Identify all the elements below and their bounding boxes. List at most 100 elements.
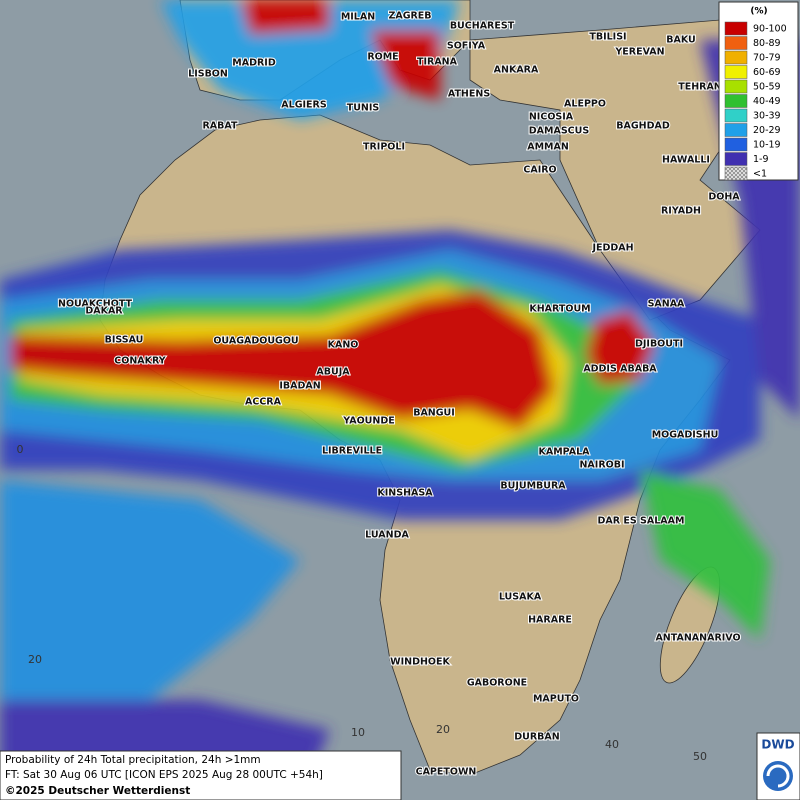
city-label: DAMASCUS — [529, 126, 590, 137]
city-label: ALGIERS — [281, 100, 327, 111]
legend-label: 30-39 — [753, 111, 781, 122]
city-label: CAIRO — [523, 165, 556, 176]
legend-swatch — [724, 36, 748, 50]
legend-label: 80-89 — [753, 38, 781, 49]
city-label: KHARTOUM — [529, 304, 590, 315]
city-label: LISBON — [188, 69, 228, 80]
city-label: NAIROBI — [579, 460, 624, 471]
city-label: MADRID — [232, 58, 276, 69]
city-label: RIYADH — [661, 206, 701, 217]
legend: (%) 90-100 80-89 70-79 60-69 50-59 40-49 30-39… — [718, 1, 799, 181]
city-label: DJIBOUTI — [635, 339, 683, 350]
legend-label: 1-9 — [753, 154, 769, 165]
city-label: MOGADISHU — [652, 430, 719, 441]
city-label: ACCRA — [245, 397, 282, 408]
legend-swatch — [724, 123, 748, 137]
legend-label: 90-100 — [753, 24, 787, 35]
legend-swatch — [724, 166, 748, 181]
city-label: ANKARA — [494, 65, 539, 76]
legend-label: <1 — [753, 169, 767, 180]
legend-swatch — [724, 137, 748, 152]
city-label: YEREVAN — [614, 47, 664, 58]
footer-title: Probability of 24h Total precipitation, … — [5, 754, 261, 766]
city-label: YAOUNDE — [342, 416, 394, 427]
city-label: ZAGREB — [388, 11, 431, 22]
grid-labels: 10 20 40 50 0 20 — [17, 443, 708, 763]
grid-label: 20 — [436, 723, 450, 736]
city-label: IBADAN — [279, 381, 320, 392]
city-label: SOFIYA — [447, 41, 486, 52]
city-label: DAKAR — [85, 306, 123, 317]
city-label: TBILISI — [589, 32, 626, 43]
legend-label: 10-19 — [753, 140, 781, 151]
city-label: WINDHOEK — [390, 657, 450, 668]
city-label: ABUJA — [316, 367, 350, 378]
city-label: BUJUMBURA — [500, 481, 566, 492]
city-label: NICOSIA — [529, 112, 574, 123]
legend-swatch — [724, 152, 748, 166]
city-label: HARARE — [528, 615, 572, 626]
city-label: DOHA — [708, 192, 740, 203]
city-label: RABAT — [202, 121, 238, 132]
legend-swatch — [724, 50, 748, 65]
city-label: KAMPALA — [538, 447, 590, 458]
city-label: HAWALLI — [662, 155, 710, 166]
logo-swirl — [766, 764, 790, 788]
city-labels: MILAN ZAGREB BUCHAREST SOFIYA TBILISI BAKUYER… — [57, 10, 742, 779]
city-label: MAPUTO — [533, 694, 579, 705]
legend-label: 50-59 — [753, 82, 781, 93]
legend-unit: (%) — [750, 7, 767, 17]
grid-label: 40 — [605, 738, 619, 751]
grid-label: 50 — [693, 750, 707, 763]
city-label: TUNIS — [347, 103, 380, 114]
city-label: TRIPOLI — [363, 142, 405, 153]
logo: DWD — [756, 732, 800, 801]
city-label: ADDIS ABABA — [583, 364, 657, 375]
legend-swatch — [724, 79, 748, 94]
grid-label: 0 — [17, 443, 24, 456]
city-label: ANTANANARIVO — [655, 633, 740, 644]
legend-swatch — [724, 94, 748, 108]
footer-copyright: ©2025 Deutscher Wetterdienst — [5, 785, 190, 797]
city-label: ALEPPO — [564, 99, 606, 110]
city-label: NOUAKCHOTT — [58, 299, 132, 310]
city-label: GABORONE — [467, 678, 527, 689]
city-label: ROME — [367, 52, 398, 63]
city-label: CAPETOWN — [416, 767, 477, 778]
city-label: KINSHASA — [377, 488, 433, 499]
city-label: BANGUI — [413, 408, 455, 419]
city-label: TEHRAN — [678, 82, 722, 93]
footer-time: FT: Sat 30 Aug 06 UTC [ICON EPS 2025 Aug… — [5, 769, 323, 781]
legend-label: 70-79 — [753, 53, 781, 64]
legend-swatch — [724, 21, 748, 36]
city-label: CONAKRY — [114, 356, 166, 367]
city-label: OUAGADOUGOU — [213, 336, 298, 347]
city-label: BISSAU — [105, 335, 144, 346]
city-label: KANO — [328, 340, 359, 351]
grid-label: 20 — [28, 653, 42, 666]
footer: Probability of 24h Total precipitation, … — [0, 750, 402, 801]
legend-swatch — [724, 65, 748, 79]
legend-swatch — [724, 108, 748, 123]
city-label: LUSAKA — [499, 592, 542, 603]
city-label: DAR ES SALAAM — [598, 516, 685, 527]
logo-text: DWD — [761, 738, 794, 752]
grid-label: 10 — [351, 726, 365, 739]
legend-label: 60-69 — [753, 67, 781, 78]
legend-label: 20-29 — [753, 125, 781, 136]
city-label: BAKU — [666, 35, 696, 46]
city-label: JEDDAH — [591, 243, 633, 254]
city-label: MILAN — [341, 12, 375, 23]
city-label: AMMAN — [527, 142, 569, 153]
legend-items: 90-100 80-89 70-79 60-69 50-59 40-49 30-39 20-2… — [724, 21, 787, 181]
city-label: LIBREVILLE — [322, 446, 382, 457]
city-label: BAGHDAD — [616, 121, 670, 132]
city-label: BUCHAREST — [450, 21, 515, 32]
city-label: LUANDA — [365, 530, 409, 541]
city-label: ATHENS — [448, 89, 490, 100]
city-label: TIRANA — [417, 57, 458, 68]
legend-label: 40-49 — [753, 96, 781, 107]
city-label: SANAA — [648, 299, 685, 310]
